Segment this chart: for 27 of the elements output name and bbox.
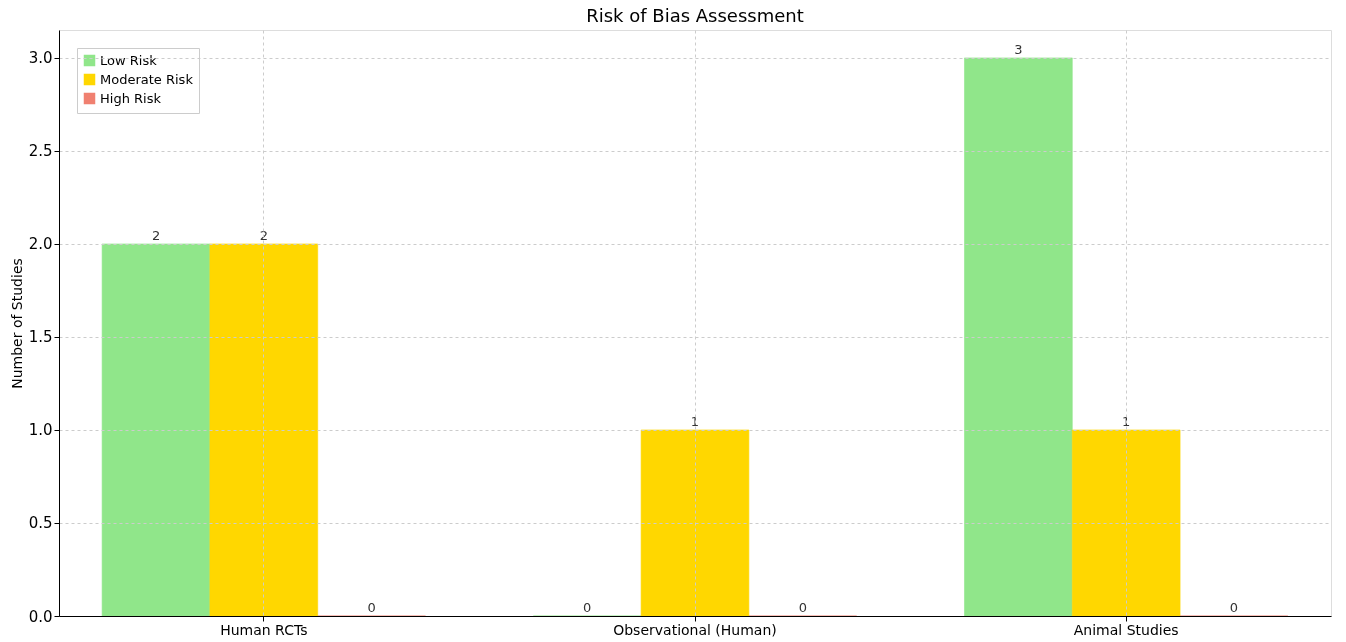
y-tick-label: 2.0: [28, 235, 53, 254]
y-tick-label: 1.0: [28, 421, 53, 440]
chart-title: Risk of Bias Assessment: [586, 5, 804, 26]
bar: [101, 243, 211, 616]
legend-label: High Risk: [100, 90, 162, 106]
data-label: 0: [367, 600, 376, 615]
x-tick-label: Animal Studies: [1073, 621, 1179, 638]
data-label: 2: [259, 227, 268, 243]
legend-label: Moderate Risk: [100, 71, 194, 87]
data-label: 3: [1014, 41, 1023, 57]
y-tick-label: 0.5: [28, 514, 53, 533]
data-label: 0: [1229, 600, 1239, 615]
x-tick-label: Observational (Human): [613, 621, 777, 638]
y-tick-label: 3.0: [28, 49, 53, 68]
y-axis-title: Number of Studies: [8, 258, 25, 389]
bar: [640, 429, 750, 616]
x-tick-label: Human RCTs: [220, 621, 308, 638]
y-tick-label: 1.5: [28, 328, 53, 347]
data-label: 0: [798, 600, 807, 615]
legend-label: Low Risk: [100, 52, 158, 68]
y-tick-label: 0.0: [28, 607, 53, 626]
bar: [209, 243, 319, 616]
bar: [1071, 429, 1181, 616]
data-label: 2: [151, 227, 161, 243]
bar: [964, 57, 1073, 616]
data-label: 0: [583, 600, 592, 615]
y-tick-label: 2.5: [28, 142, 53, 161]
